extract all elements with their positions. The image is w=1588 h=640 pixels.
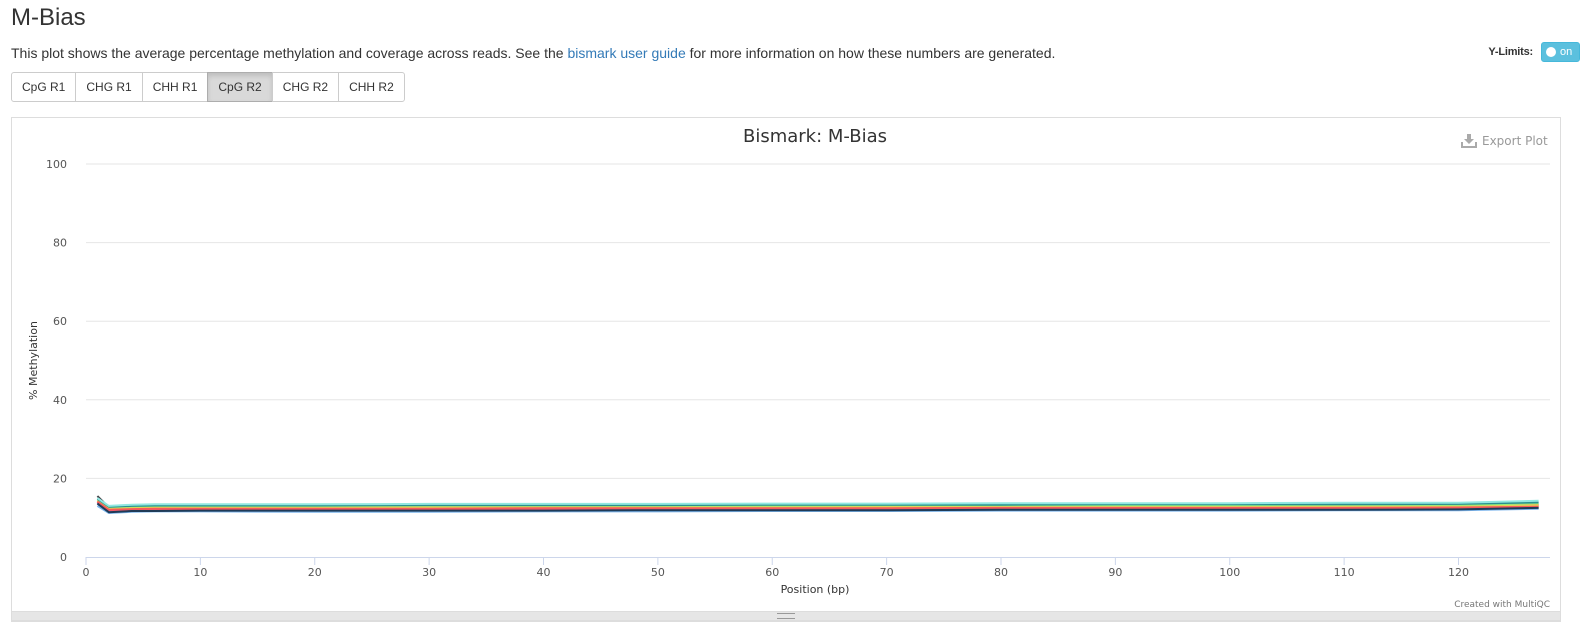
- series-line-10: [96, 497, 1539, 507]
- toggle-text: on: [1560, 46, 1573, 58]
- plot-resize-handle[interactable]: [11, 611, 1561, 621]
- x-tick-label: 70: [880, 566, 894, 579]
- y-tick-label: 40: [53, 394, 67, 407]
- x-tick-label: 0: [83, 566, 90, 579]
- x-tick-label: 100: [1219, 566, 1240, 579]
- x-tick-label: 80: [994, 566, 1008, 579]
- bismark-user-guide-link[interactable]: bismark user guide: [567, 45, 686, 61]
- description-text: This plot shows the average percentage m…: [11, 45, 568, 61]
- y-tick-label: 0: [60, 551, 67, 564]
- y-axis-title: % Methylation: [27, 321, 40, 400]
- y-limits-control: Y-Limits: on: [1488, 42, 1580, 62]
- resize-grip-icon: [777, 613, 795, 619]
- x-tick-label: 90: [1108, 566, 1122, 579]
- description-text-end: for more information on how these number…: [685, 45, 1056, 61]
- x-tick-label: 30: [422, 566, 436, 579]
- toggle-knob-icon: [1546, 47, 1556, 57]
- x-tick-label: 50: [651, 566, 665, 579]
- x-tick-label: 40: [537, 566, 551, 579]
- y-tick-label: 20: [53, 472, 67, 485]
- series-line-9: [96, 500, 1539, 511]
- dataset-button-chg-r2[interactable]: CHG R2: [271, 72, 340, 102]
- dataset-button-chh-r2[interactable]: CHH R2: [338, 72, 405, 102]
- dataset-switch-buttons: CpG R1 CHG R1 CHH R1 CpG R2 CHG R2 CHH R2: [11, 72, 405, 102]
- plot-container: Bismark: M-Bias 0 20 40 60 80 100 0 10 20 30 40 50 60…: [11, 117, 1561, 622]
- series-line-8: [96, 497, 1539, 508]
- y-limits-label: Y-Limits:: [1488, 46, 1533, 58]
- export-plot-button[interactable]: Export Plot: [1461, 134, 1548, 148]
- dataset-button-chg-r1[interactable]: CHG R1: [75, 72, 143, 102]
- x-axis-title: Position (bp): [781, 583, 850, 596]
- dataset-button-cpg-r2[interactable]: CpG R2: [207, 72, 273, 102]
- x-tick-label: 60: [765, 566, 779, 579]
- mbias-chart: Bismark: M-Bias 0 20 40 60 80 100 0 10 20 30 40 50 60…: [27, 126, 1550, 610]
- series-line-11: [96, 502, 1539, 514]
- x-tick-label: 10: [193, 566, 207, 579]
- export-plot-label: Export Plot: [1482, 134, 1548, 148]
- x-tick-label: 110: [1334, 566, 1355, 579]
- y-limits-toggle[interactable]: on: [1541, 42, 1580, 62]
- dataset-button-cpg-r1[interactable]: CpG R1: [11, 72, 77, 102]
- dataset-button-chh-r1[interactable]: CHH R1: [141, 72, 209, 102]
- download-icon: [1461, 134, 1477, 148]
- y-tick-label: 80: [53, 237, 67, 250]
- y-tick-label: 60: [53, 315, 67, 328]
- chart-title: Bismark: M-Bias: [743, 126, 887, 147]
- y-tick-label: 100: [46, 158, 67, 171]
- page-title: M-Bias: [11, 4, 86, 31]
- plot-description: This plot shows the average percentage m…: [11, 44, 1055, 62]
- multiqc-credits: Created with MultiQC: [1454, 600, 1550, 610]
- x-tick-label: 20: [308, 566, 322, 579]
- x-tick-label: 120: [1448, 566, 1469, 579]
